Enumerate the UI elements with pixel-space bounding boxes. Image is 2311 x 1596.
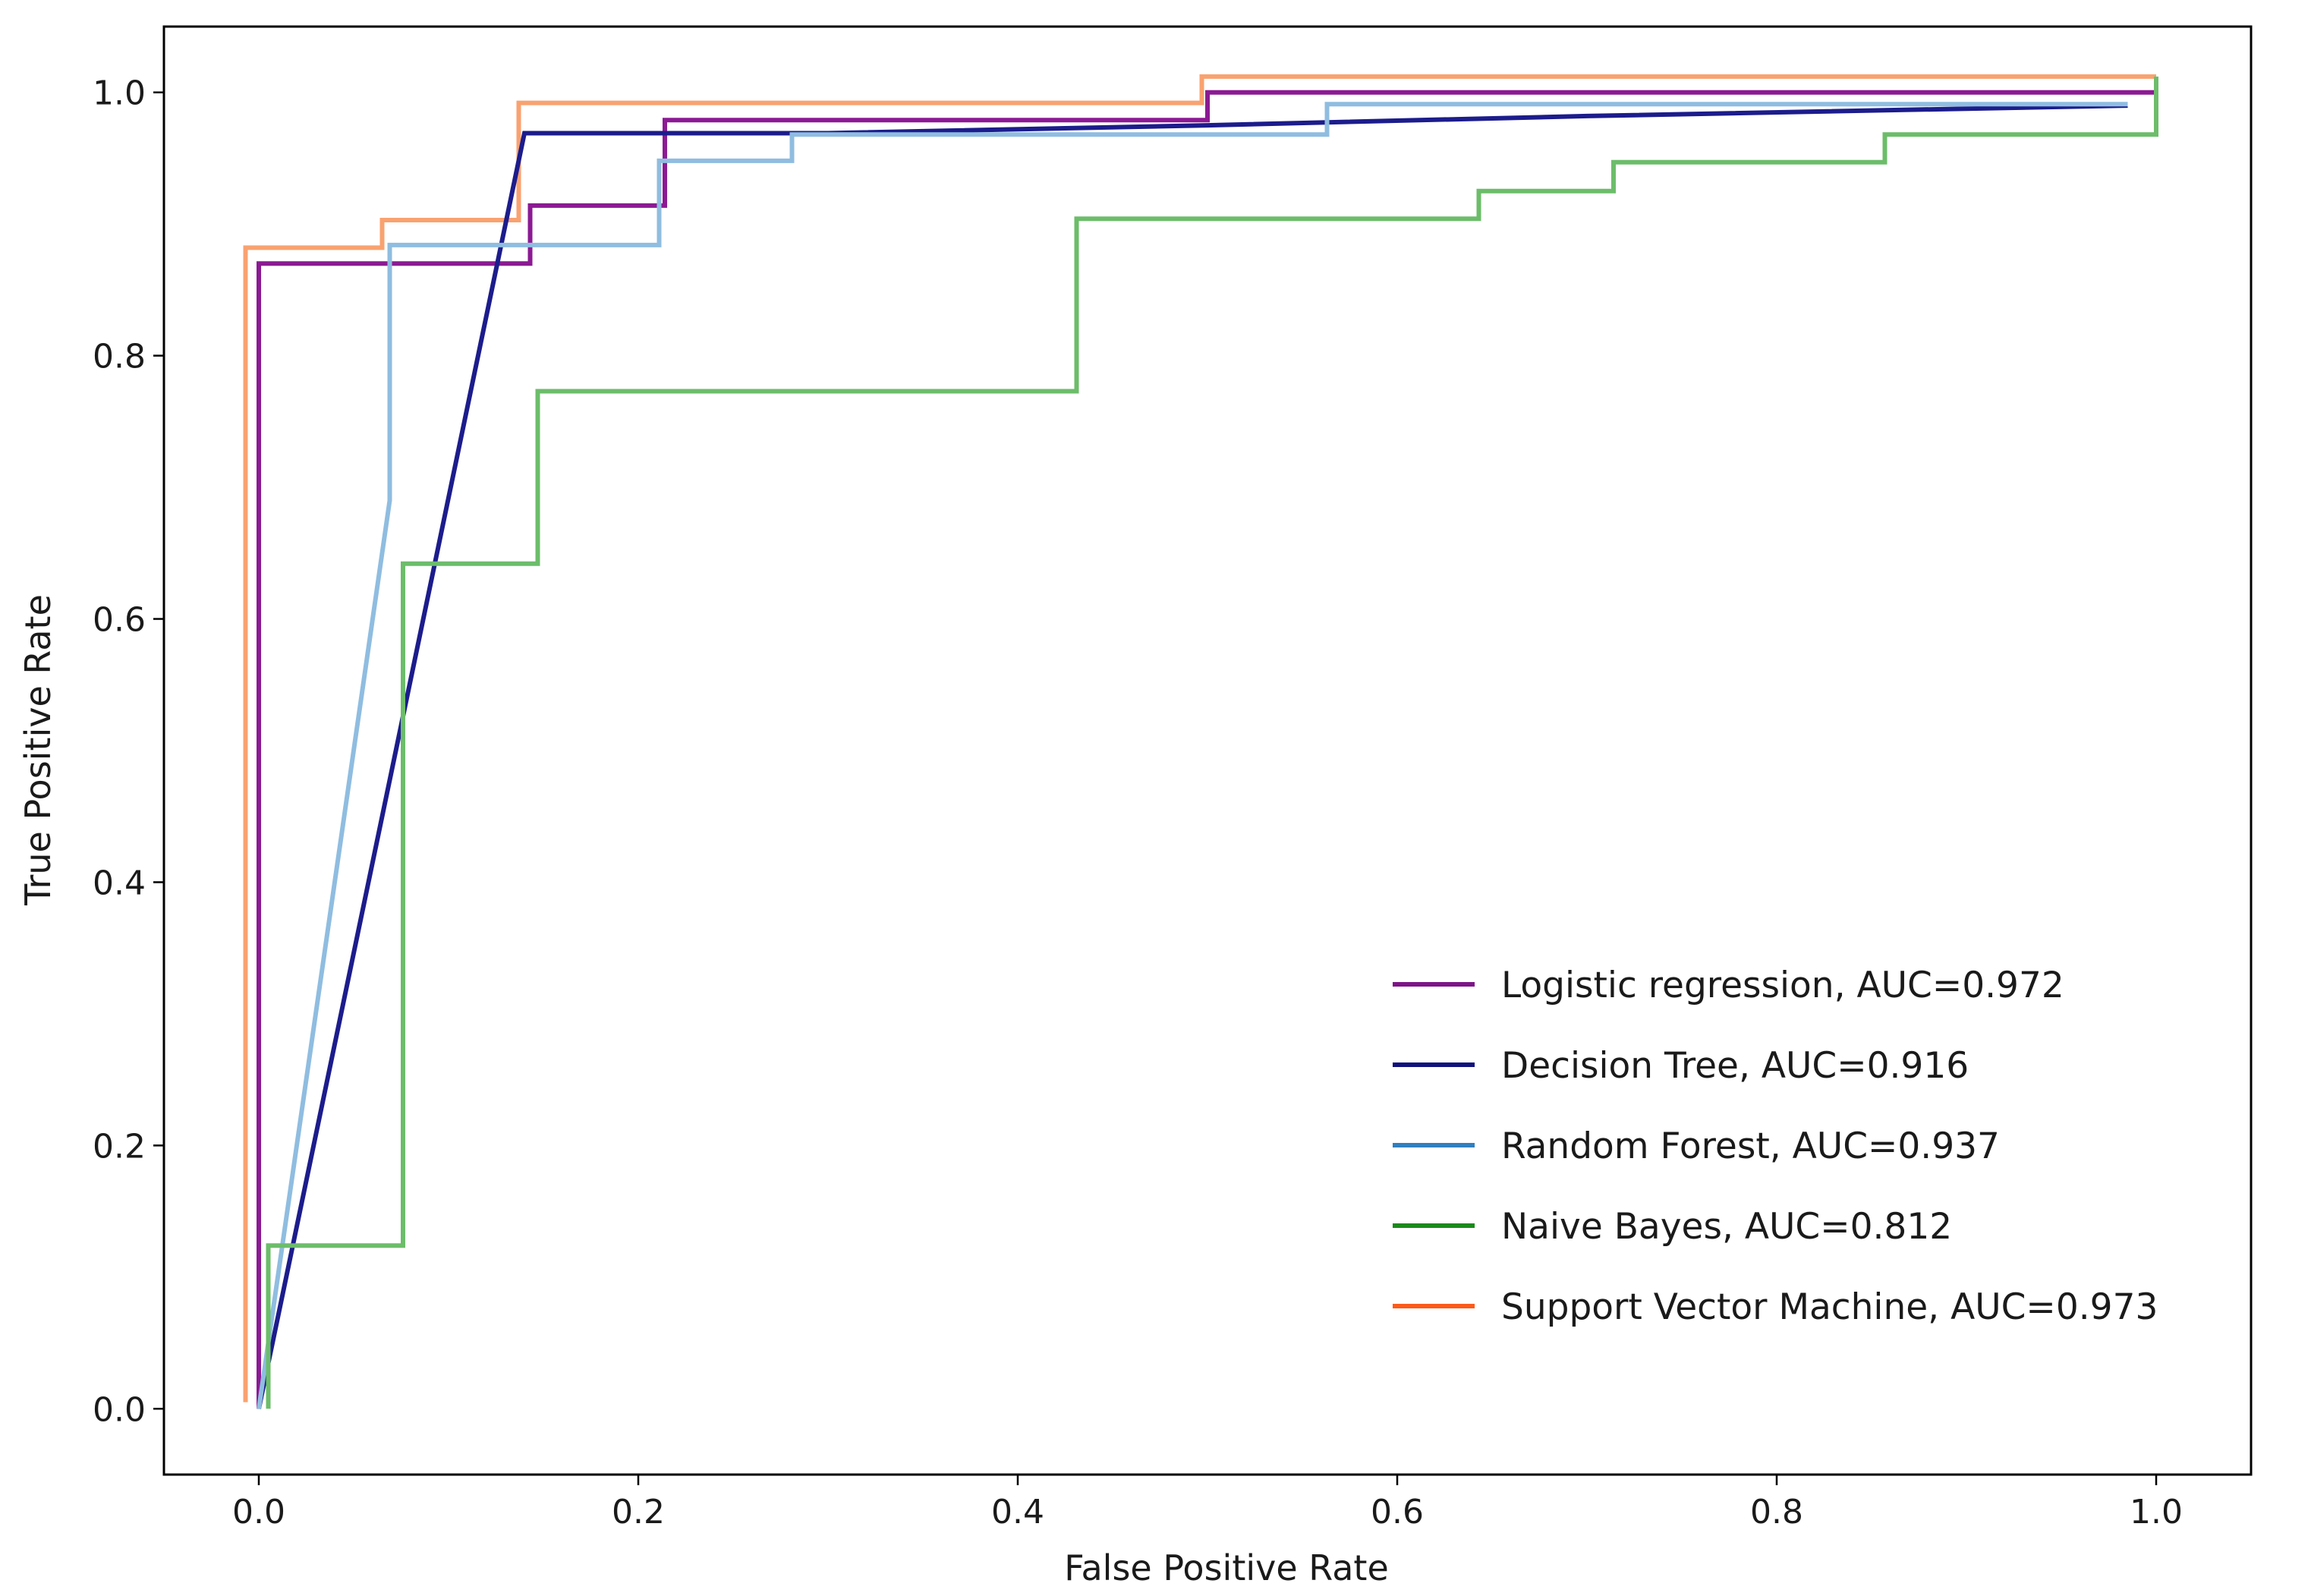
series-line-decision-tree xyxy=(257,103,2128,1409)
legend-item-random-forest: Random Forest, AUC=0.937 xyxy=(1393,1125,2000,1167)
y-tick-label: 1.0 xyxy=(93,74,146,113)
series-line-logistic-regression xyxy=(257,90,2156,1409)
y-tick-label: 0.8 xyxy=(93,338,146,376)
series-lines xyxy=(243,74,2158,1409)
series-line-random-forest xyxy=(257,102,2128,1409)
x-tick-label: 0.4 xyxy=(991,1493,1044,1531)
y-axis-ticks: 0.0 0.2 0.4 0.6 0.8 1.0 xyxy=(93,74,164,1429)
legend-item-support-vector-machine: Support Vector Machine, AUC=0.973 xyxy=(1393,1286,2158,1328)
series-line-support-vector-machine xyxy=(243,74,2156,1402)
x-axis-label: False Positive Rate xyxy=(1064,1547,1389,1588)
legend-item-logistic-regression: Logistic regression, AUC=0.972 xyxy=(1393,965,2064,1006)
legend-label: Naive Bayes, AUC=0.812 xyxy=(1501,1206,1952,1248)
legend: Logistic regression, AUC=0.972 Decision T… xyxy=(1393,965,2158,1328)
legend-label: Random Forest, AUC=0.937 xyxy=(1501,1125,2000,1167)
y-tick-label: 0.2 xyxy=(93,1127,146,1166)
legend-label: Logistic regression, AUC=0.972 xyxy=(1501,965,2064,1006)
x-tick-label: 0.0 xyxy=(232,1493,285,1531)
x-tick-label: 0.6 xyxy=(1371,1493,1424,1531)
x-tick-label: 1.0 xyxy=(2130,1493,2183,1531)
legend-item-naive-bayes: Naive Bayes, AUC=0.812 xyxy=(1393,1206,1952,1248)
series-line-naive-bayes xyxy=(266,76,2158,1409)
plot-area xyxy=(162,25,2253,1476)
y-tick-label: 0.0 xyxy=(93,1390,146,1429)
legend-item-decision-tree: Decision Tree, AUC=0.916 xyxy=(1393,1045,1969,1087)
x-tick-label: 0.8 xyxy=(1750,1493,1803,1531)
legend-label: Decision Tree, AUC=0.916 xyxy=(1501,1045,1969,1087)
y-axis-label: True Positive Rate xyxy=(17,594,58,906)
y-tick-label: 0.4 xyxy=(93,864,146,902)
y-tick-label: 0.6 xyxy=(93,601,146,640)
legend-label: Support Vector Machine, AUC=0.973 xyxy=(1501,1286,2158,1328)
x-tick-label: 0.2 xyxy=(612,1493,665,1531)
x-axis-ticks: 0.0 0.2 0.4 0.6 0.8 1.0 xyxy=(232,1475,2183,1531)
